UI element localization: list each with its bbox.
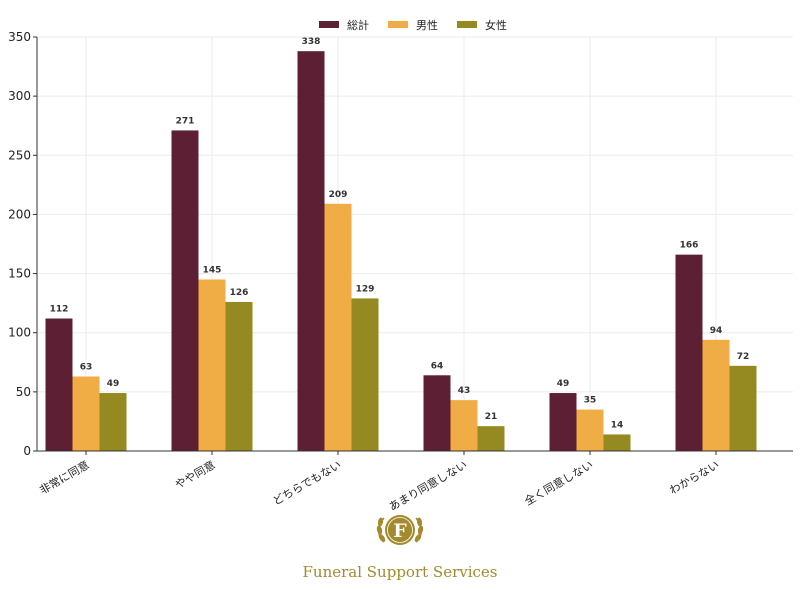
legend-label: 総計: [347, 18, 369, 32]
data-label: 63: [80, 362, 93, 372]
legend-swatch: [319, 21, 339, 28]
bar-2-4: [450, 400, 478, 451]
data-label: 49: [557, 379, 570, 389]
bar-3-3: [351, 298, 379, 451]
legend: 総計 男性 女性: [319, 18, 507, 32]
y-tick-label: 100: [8, 326, 31, 340]
bar-3-6: [729, 365, 757, 451]
data-label: 94: [710, 326, 723, 336]
legend-label: 女性: [485, 18, 507, 32]
y-tick-label: 350: [8, 30, 31, 44]
data-label: 21: [485, 412, 498, 422]
data-label: 209: [329, 190, 348, 200]
bar-1-5: [549, 393, 577, 451]
data-label: 338: [302, 37, 321, 47]
bar-2-6: [702, 339, 730, 451]
data-label: 72: [737, 352, 750, 362]
data-label: 64: [431, 361, 444, 371]
bars: 112 63 49 271 145 126 338 209 129 64 43 21 49 35 14 166…: [45, 37, 757, 452]
y-tick-label: 150: [8, 267, 31, 281]
bar-1-4: [423, 375, 451, 451]
data-label: 112: [50, 305, 69, 315]
x-tick-label: わからない: [667, 458, 721, 497]
y-tick-label: 0: [23, 444, 31, 458]
logo-badge: [385, 515, 415, 545]
legend-label: 男性: [416, 18, 438, 32]
y-tick-label: 250: [8, 148, 31, 162]
bar-3-5: [603, 434, 631, 451]
data-label: 43: [458, 386, 471, 396]
bar-1-3: [297, 51, 325, 452]
data-label: 14: [611, 420, 624, 430]
x-tick-label: 非常に同意: [37, 457, 92, 497]
logo-letter: F: [393, 520, 407, 542]
x-tick-label: あまり同意しない: [386, 457, 469, 513]
data-label: 49: [107, 379, 120, 389]
data-label: 166: [680, 241, 699, 251]
x-tick-label: 全く同意しない: [522, 457, 596, 508]
y-tick-label: 300: [8, 89, 31, 103]
bar-1-1: [45, 318, 73, 451]
bar-2-3: [324, 203, 352, 451]
data-label: 126: [230, 288, 249, 298]
bar-3-1: [99, 393, 127, 451]
logo: F Funeral Support Services: [303, 515, 498, 581]
data-label: 129: [356, 284, 375, 294]
data-label: 271: [176, 116, 195, 126]
legend-swatch: [388, 21, 408, 28]
data-label: 145: [203, 265, 222, 275]
logo-text: Funeral Support Services: [303, 563, 498, 581]
y-tick-label: 200: [8, 207, 31, 221]
bar-3-4: [477, 426, 505, 451]
x-tick-label: どちらでもない: [271, 458, 344, 508]
bar-1-2: [171, 130, 199, 451]
legend-swatch: [457, 21, 477, 28]
x-tick-label: やや同意: [172, 457, 217, 491]
laurel-icon: [376, 517, 424, 543]
bar-2-5: [576, 409, 604, 451]
data-label: 35: [584, 396, 597, 406]
bar-3-2: [225, 301, 253, 451]
bar-1-6: [675, 254, 703, 451]
y-tick-label: 50: [16, 385, 31, 399]
bar-2-1: [72, 376, 100, 451]
bar-2-2: [198, 279, 226, 451]
